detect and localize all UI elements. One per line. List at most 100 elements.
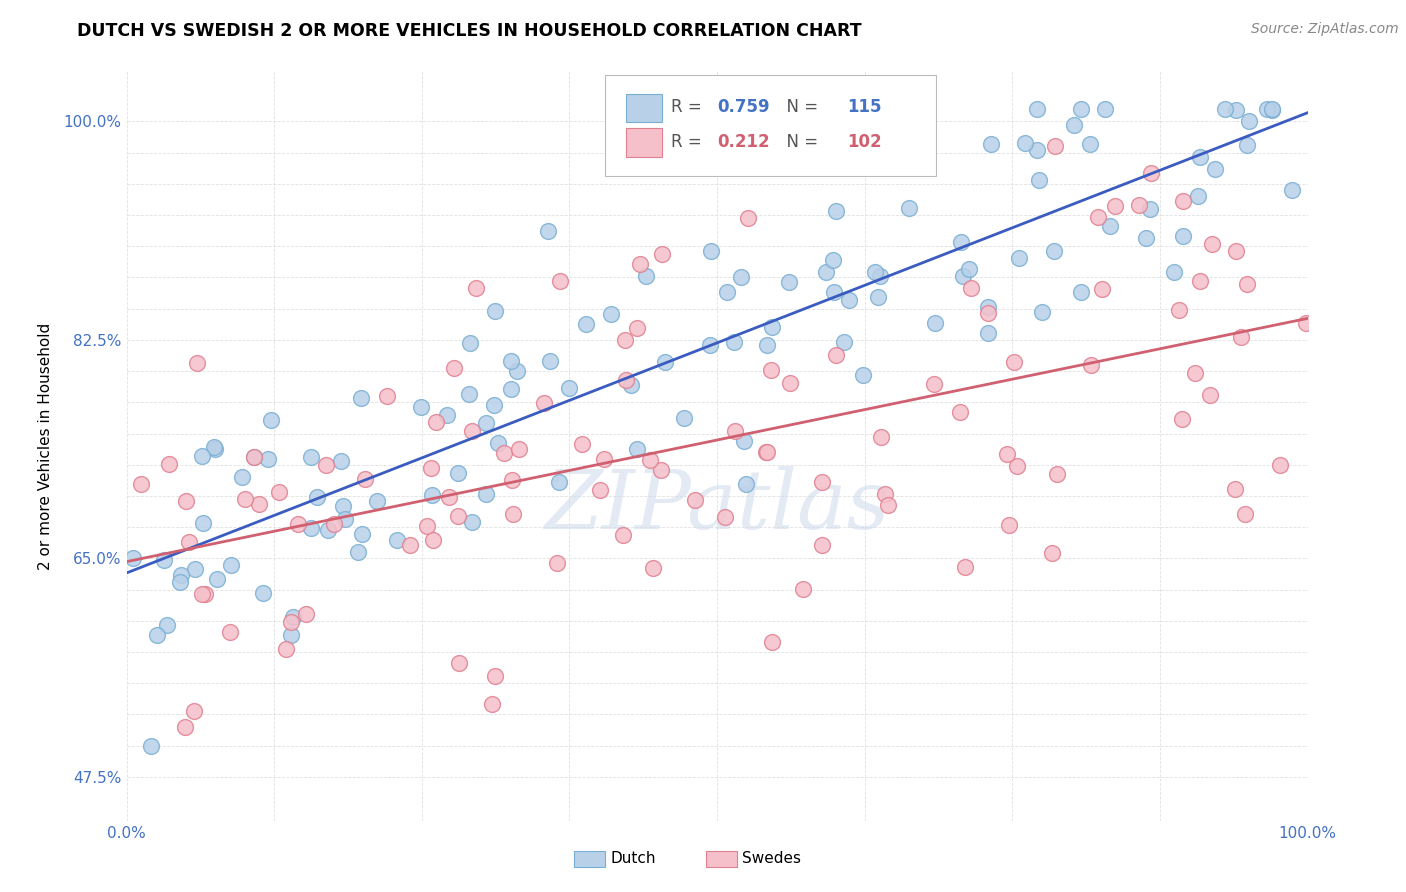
Point [548,274,571,288]
Point [1189,150,1212,164]
Point [352,526,374,541]
Point [924,316,946,330]
Point [506,363,529,377]
Point [174,494,197,508]
Point [823,285,845,299]
Point [475,416,498,430]
Point [778,276,800,290]
Point [1031,305,1053,319]
Point [482,398,505,412]
Point [638,452,661,467]
Point [508,442,530,456]
Point [281,610,304,624]
Point [425,415,447,429]
Point [838,293,860,307]
Point [330,454,353,468]
Point [1043,244,1066,258]
Point [1140,166,1163,180]
Point [869,430,891,444]
Point [533,395,555,409]
Point [1171,411,1194,425]
Point [1223,482,1246,496]
Point [333,512,356,526]
Point [548,475,571,489]
Point [443,360,465,375]
Point [1173,228,1195,243]
Point [1098,219,1121,234]
Point [673,410,696,425]
Point [484,304,506,318]
Point [501,473,523,487]
Point [122,551,145,566]
Text: DUTCH VS SWEDISH 2 OR MORE VEHICLES IN HOUSEHOLD CORRELATION CHART: DUTCH VS SWEDISH 2 OR MORE VEHICLES IN H… [77,22,862,40]
Point [876,499,898,513]
Point [779,376,801,390]
Point [810,475,832,490]
Point [184,562,207,576]
Point [898,201,921,215]
Point [1002,355,1025,369]
Point [620,377,643,392]
Point [953,560,976,574]
Point [439,490,461,504]
Point [600,307,623,321]
Point [1014,136,1036,150]
Point [1256,102,1278,116]
Point [571,437,593,451]
Point [299,450,322,465]
Point [299,521,322,535]
Point [1225,103,1247,117]
Text: R =: R = [671,133,707,151]
Point [614,373,637,387]
Point [1239,114,1261,128]
Point [737,211,759,225]
Point [1213,102,1236,116]
Point [156,618,179,632]
Point [1198,388,1220,402]
Point [465,281,488,295]
Point [169,575,191,590]
FancyBboxPatch shape [626,128,662,157]
Y-axis label: 2 or more Vehicles in Household: 2 or more Vehicles in Household [38,322,52,570]
Point [252,586,274,600]
Point [460,515,482,529]
Point [873,487,896,501]
Text: Swedes: Swedes [742,852,801,866]
Point [486,435,509,450]
Point [347,545,370,559]
Point [1080,358,1102,372]
Point [457,386,479,401]
Point [626,320,648,334]
Point [832,334,855,349]
Point [274,641,297,656]
Point [1070,285,1092,299]
Point [280,628,302,642]
FancyBboxPatch shape [605,75,935,177]
Point [716,285,738,299]
Point [650,463,672,477]
Point [219,558,242,572]
Point [243,450,266,465]
Text: ZIPatlas: ZIPatlas [544,466,890,546]
Point [1261,103,1284,117]
Text: N =: N = [776,98,824,116]
Point [323,516,346,531]
Point [546,556,568,570]
Text: R =: R = [671,98,707,116]
Point [191,587,214,601]
Point [242,450,264,464]
Point [730,269,752,284]
Point [194,587,217,601]
Point [700,244,723,258]
Point [492,445,515,459]
Point [558,381,581,395]
Point [481,698,503,712]
Point [724,424,747,438]
Point [651,247,673,261]
Point [332,499,354,513]
Point [755,445,778,459]
Point [170,567,193,582]
Point [1139,202,1161,216]
Point [538,353,561,368]
Point [537,224,560,238]
